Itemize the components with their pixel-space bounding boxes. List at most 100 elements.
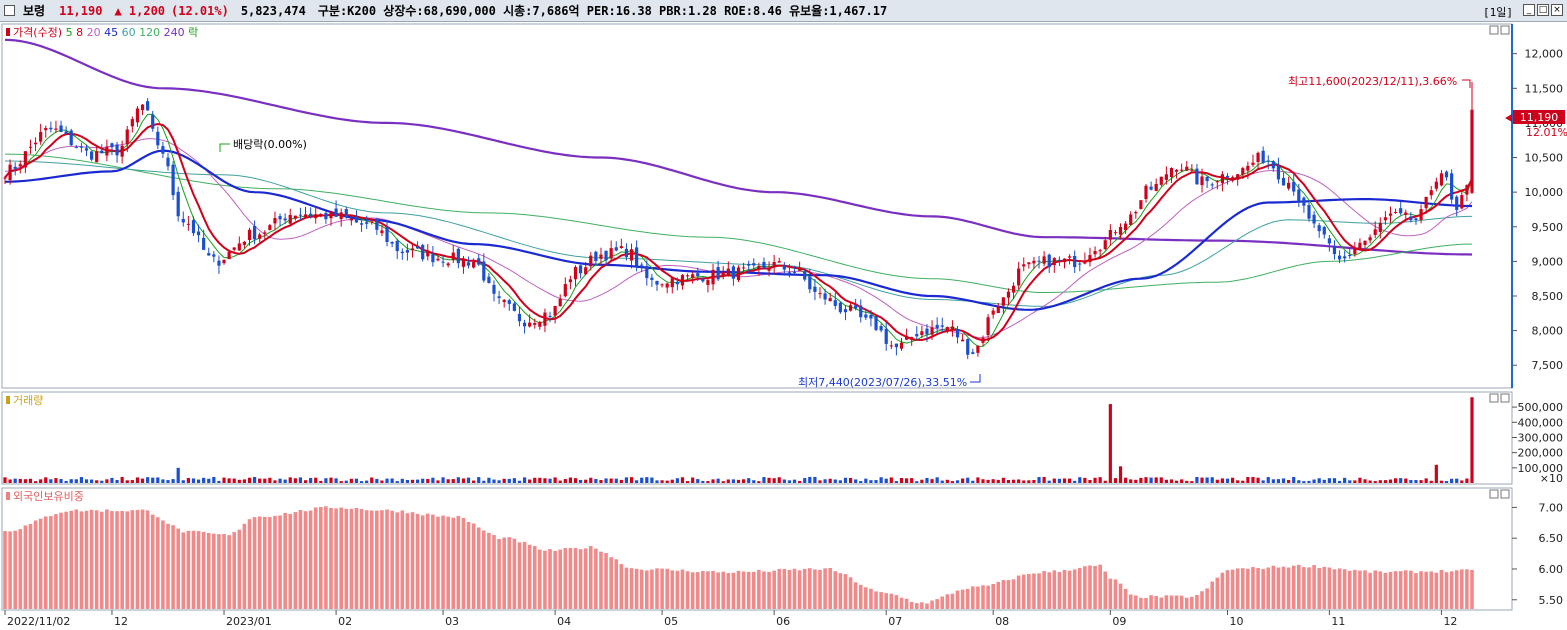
volume-bar (1378, 480, 1382, 483)
foreign-ratio-bar (1251, 567, 1255, 609)
foreign-ratio-bar (609, 557, 613, 609)
volume-bar (227, 478, 231, 483)
foreign-ratio-bar (1424, 571, 1428, 609)
minimize-icon[interactable]: _ (1523, 4, 1535, 16)
candle-body (161, 146, 165, 154)
foreign-ratio-bar (140, 509, 145, 609)
foreign-ratio-bar (777, 568, 782, 609)
foreign-ratio-bar (1067, 570, 1072, 609)
foreign-ratio-bar (650, 569, 654, 609)
volume-bar (1363, 479, 1367, 483)
volume-bar (303, 480, 308, 483)
volume-bar (1266, 477, 1270, 483)
foreign-ratio-bar (1358, 570, 1362, 609)
stock-chart[interactable]: 12,00011,50011,00010,50010,0009,5009,000… (0, 22, 1567, 630)
volume-bar (1230, 477, 1235, 483)
volume-bar (629, 477, 634, 483)
close-icon[interactable]: × (1551, 4, 1563, 16)
candle-body (563, 284, 567, 297)
foreign-ratio-bar (293, 512, 298, 609)
candle-body (1174, 169, 1179, 172)
foreign-ratio-bar (375, 510, 379, 609)
candle-body (1113, 232, 1118, 234)
volume-bar (1124, 477, 1128, 483)
maximize-icon[interactable]: □ (1537, 4, 1549, 16)
foreign-panel: 7.00 6.50 6.00 5.50 (1, 487, 1563, 611)
volume-bar (1460, 480, 1464, 483)
foreign-ratio-bar (899, 597, 904, 609)
volume-bar (222, 477, 226, 483)
candle-body (1271, 161, 1275, 169)
foreign-ratio-bar (105, 509, 109, 609)
candle-body (1358, 242, 1362, 249)
candle-body (1465, 185, 1469, 195)
candle-body (726, 268, 730, 276)
volume-bar (950, 481, 955, 483)
volume-bar (487, 477, 491, 483)
candle-body (59, 125, 63, 132)
candle-body (752, 263, 756, 266)
volume-bar (1241, 480, 1245, 483)
panel-buttons[interactable] (1489, 25, 1510, 499)
candle-body (395, 240, 399, 252)
candle-body (268, 225, 272, 231)
candle-body (105, 146, 109, 156)
foreign-ratio-bar (1332, 569, 1337, 609)
foreign-ratio-bar (751, 571, 756, 609)
foreign-ratio-bar (1052, 570, 1057, 609)
volume-bar (1353, 480, 1357, 483)
foreign-ratio-bar (1347, 570, 1352, 609)
foreign-ratio-bar (1434, 572, 1439, 609)
candle-body (100, 150, 104, 154)
volume-bar (273, 480, 277, 483)
foreign-ratio-bar (818, 569, 822, 609)
candle-body (1276, 165, 1281, 180)
volume-bar (1465, 478, 1469, 483)
foreign-ratio-bar (89, 509, 94, 609)
volume-bar (543, 478, 547, 483)
price-tick-label: 10,000 (1525, 186, 1564, 199)
price-change: ▲ 1,200 (114, 3, 166, 18)
volume-unit: ×10 (1540, 472, 1563, 485)
foreign-ratio-bar (823, 568, 827, 609)
candle-body (991, 310, 995, 315)
volume-bar (1393, 478, 1398, 483)
volume-bar (74, 479, 78, 483)
volume-bar (589, 477, 593, 483)
candle-body (207, 253, 211, 256)
foreign-ratio-bar (507, 537, 512, 609)
candle-body (910, 336, 914, 340)
volume-bar (1108, 404, 1112, 483)
foreign-ratio-bar (1021, 574, 1026, 609)
volume-bar (1027, 480, 1031, 483)
foreign-ratio-bar (1210, 581, 1215, 609)
foreign-ratio-bar (54, 514, 58, 609)
foreign-ratio-bar (1363, 570, 1367, 609)
ma240-line (4, 38, 1473, 256)
foreign-ratio-bar (1256, 568, 1260, 609)
foreign-ratio-bar (410, 512, 415, 609)
volume-bar (1169, 479, 1174, 483)
foreign-ratio-bar (369, 510, 374, 609)
volume-bar (431, 477, 435, 483)
candle-body (456, 248, 460, 264)
legend-item: 가격(수정) (13, 26, 62, 39)
foreign-ratio-bar (212, 533, 216, 609)
foreign-ratio-bar (1159, 597, 1164, 609)
foreign-ratio-bar (629, 568, 634, 609)
period-selector[interactable]: [1일] (1483, 6, 1513, 19)
foreign-ratio-bar (74, 509, 79, 609)
volume-bar (624, 477, 629, 483)
volume-bar (161, 479, 165, 483)
select-checkbox[interactable] (4, 5, 15, 16)
volume-bar (711, 479, 715, 483)
foreign-ratio-bar (227, 535, 231, 609)
foreign-ratio-bar (894, 595, 899, 609)
volume-bar (359, 481, 364, 483)
foreign-ratio-bar (1174, 595, 1179, 609)
volume-bar (1022, 480, 1026, 483)
volume-bar (176, 467, 180, 483)
volume-bar (1307, 480, 1311, 483)
foreign-ratio-bar (217, 534, 221, 609)
volume-bar (879, 477, 883, 483)
